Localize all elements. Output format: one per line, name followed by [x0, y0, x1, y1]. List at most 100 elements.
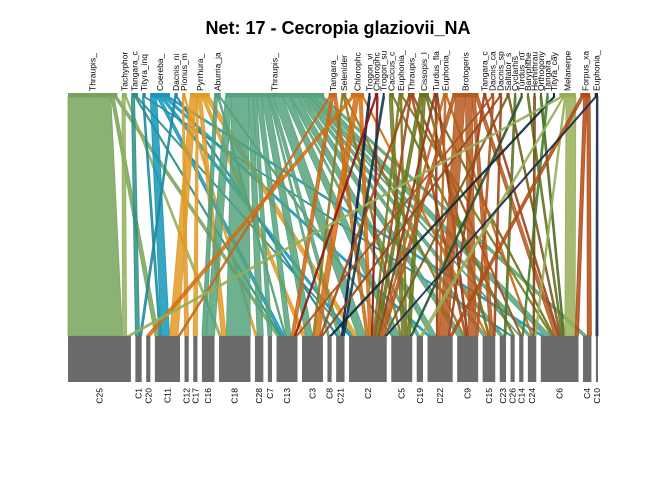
- higher-level-box: [121, 93, 127, 97]
- higher-level-box: [142, 93, 146, 97]
- interaction-link: [595, 96, 599, 337]
- lower-level-box: [595, 336, 598, 382]
- lower-level-label: C28: [254, 388, 264, 404]
- lower-level-label: C19: [415, 388, 425, 404]
- lower-level-box: [254, 336, 264, 382]
- lower-level-label: C7: [265, 388, 275, 399]
- higher-level-box: [506, 93, 510, 97]
- higher-level-label: Trogon_su: [379, 50, 389, 91]
- higher-level-label: Dacnis_sp: [495, 51, 505, 91]
- higher-level-box: [389, 93, 395, 97]
- lower-level-box: [146, 336, 151, 382]
- higher-level-label: Turdus_ru: [517, 52, 527, 91]
- lower-level-box: [583, 336, 592, 382]
- lower-level-box: [457, 336, 479, 382]
- higher-level-label: Tachyphor: [119, 52, 129, 91]
- higher-level-box: [182, 93, 186, 97]
- higher-level-label: Euphonia_: [591, 50, 601, 91]
- lower-level-box: [482, 336, 496, 382]
- lower-level-box: [201, 336, 215, 382]
- lower-level-box: [135, 336, 142, 382]
- higher-level-box: [368, 93, 371, 97]
- interaction-link: [67, 96, 123, 337]
- lower-level-label: C21: [335, 388, 345, 404]
- lower-level-box: [427, 336, 453, 382]
- higher-level-box: [580, 93, 591, 97]
- lower-level-label: C17: [190, 388, 200, 404]
- lower-level-label: C25: [94, 388, 104, 404]
- higher-level-label: Tangara_c: [480, 51, 490, 91]
- lower-level-label: C4: [582, 388, 592, 399]
- lower-level-label: C23: [498, 388, 508, 404]
- higher-level-box: [189, 93, 210, 97]
- higher-level-box: [483, 93, 487, 97]
- higher-level-box: [150, 93, 170, 97]
- higher-level-label: Thraupis_: [270, 53, 280, 91]
- higher-level-label: Euphonia_: [440, 50, 450, 91]
- lower-level-label: C15: [484, 388, 494, 404]
- lower-level-box: [527, 336, 537, 382]
- higher-level-box: [407, 93, 415, 97]
- interaction-link: [586, 96, 592, 337]
- lower-level-label: C26: [508, 388, 518, 404]
- higher-level-box: [68, 93, 118, 97]
- higher-level-box: [514, 93, 517, 97]
- lower-level-box: [336, 336, 345, 382]
- higher-level-box: [552, 93, 555, 97]
- higher-level-label: Hemithrau: [530, 52, 540, 91]
- lower-level-label: C20: [143, 388, 153, 404]
- lower-level-box: [519, 336, 524, 382]
- lower-level-label: C3: [307, 388, 317, 399]
- higher-level-label: Chlorophc: [372, 52, 382, 91]
- lower-level-label: C1: [134, 388, 144, 399]
- higher-level-box: [452, 93, 479, 97]
- lower-level-box: [540, 336, 579, 382]
- higher-level-label: Melanerpe: [563, 51, 573, 91]
- higher-level-box: [498, 93, 502, 97]
- higher-level-box: [527, 93, 530, 97]
- higher-level-label: Pyrrhura_: [195, 53, 205, 91]
- interaction-link: [149, 96, 170, 337]
- higher-level-label: Pionus_m: [179, 53, 189, 91]
- lower-level-box: [327, 336, 332, 382]
- lower-level-label: C5: [397, 388, 407, 399]
- higher-level-box: [382, 93, 385, 97]
- higher-level-label: Cyclarhis_: [510, 51, 520, 91]
- interaction-links: [67, 96, 599, 337]
- higher-level-label: Cacicus_c: [387, 51, 397, 91]
- higher-level-label: Tangara_: [328, 55, 338, 91]
- higher-level-label: Dacnis_ca: [487, 51, 497, 91]
- lower-level-label: C18: [230, 388, 240, 404]
- lower-level-box: [154, 336, 181, 382]
- lower-level-box: [193, 336, 198, 382]
- higher-level-box: [131, 93, 138, 97]
- higher-level-label: Tangara_: [542, 55, 552, 91]
- higher-level-label: Trogon_vi: [364, 53, 374, 91]
- lower-level-box: [68, 336, 131, 382]
- lower-level-label: C12: [182, 388, 192, 404]
- higher-level-label: Tangara_c: [130, 51, 140, 91]
- higher-level-label: Forpus_xa: [580, 51, 590, 91]
- higher-level-label: Saltator_s: [503, 53, 513, 91]
- higher-level-box: [419, 93, 429, 97]
- higher-level-label: Brotogeris: [460, 52, 470, 91]
- higher-level-box: [433, 93, 439, 97]
- lower-level-label: C16: [203, 388, 213, 404]
- higher-level-box: [442, 93, 448, 97]
- higher-level-label: Tityra_inq: [139, 54, 149, 91]
- higher-level-box: [546, 93, 549, 97]
- higher-level-label: Turdus_fla: [431, 51, 441, 91]
- higher-level-box: [174, 93, 178, 97]
- higher-level-label: Orthogony: [536, 51, 546, 91]
- higher-level-label: Baryphthe: [523, 52, 533, 91]
- chart-title: Net: 17 - Cecropia glaziovii_NA: [205, 18, 470, 38]
- interaction-link: [121, 96, 128, 337]
- higher-level-label: Dacnis_ni: [171, 54, 181, 91]
- lower-level-box: [218, 336, 251, 382]
- higher-level-box: [328, 93, 337, 97]
- lower-level-label: C6: [555, 388, 565, 399]
- higher-level-box: [225, 93, 325, 97]
- higher-level-box: [539, 93, 542, 97]
